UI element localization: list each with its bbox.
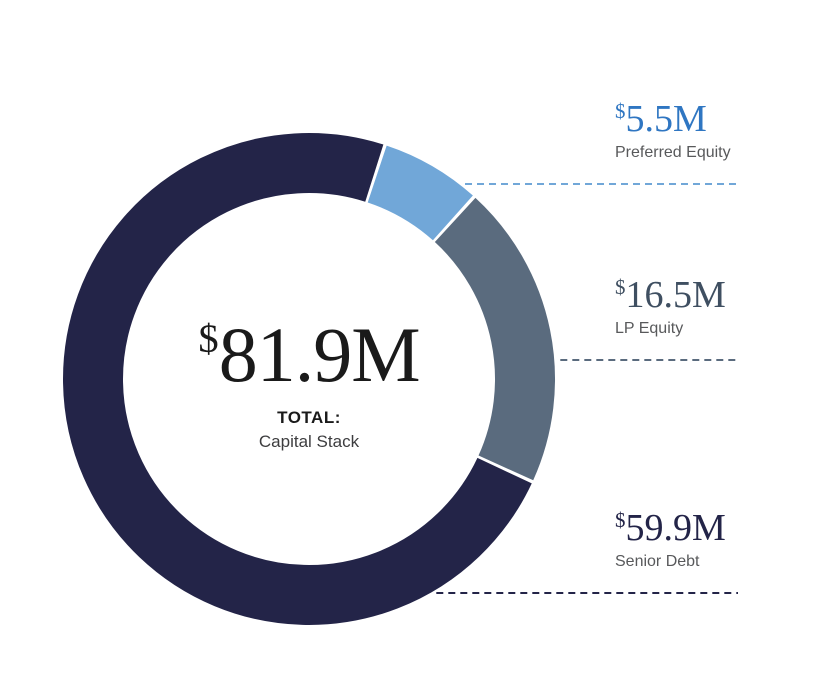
senior-debt-value: $59.9M — [615, 507, 726, 549]
segment-lp-equity — [434, 197, 555, 481]
callout-senior-debt: $59.9M Senior Debt — [615, 507, 805, 571]
callout-preferred-equity: $5.5M Preferred Equity — [615, 98, 805, 162]
segment-preferred-equity — [367, 145, 473, 241]
currency-symbol: $ — [615, 99, 626, 124]
lp-equity-value: $16.5M — [615, 274, 726, 316]
segment-senior-debt — [63, 133, 532, 625]
currency-symbol: $ — [615, 275, 626, 300]
lp-equity-label: LP Equity — [615, 319, 684, 337]
preferred-equity-value: $5.5M — [615, 98, 707, 140]
callout-lp-equity: $16.5M LP Equity — [615, 274, 805, 338]
currency-symbol: $ — [615, 508, 626, 533]
senior-debt-label: Senior Debt — [615, 552, 700, 570]
preferred-equity-label: Preferred Equity — [615, 143, 731, 161]
